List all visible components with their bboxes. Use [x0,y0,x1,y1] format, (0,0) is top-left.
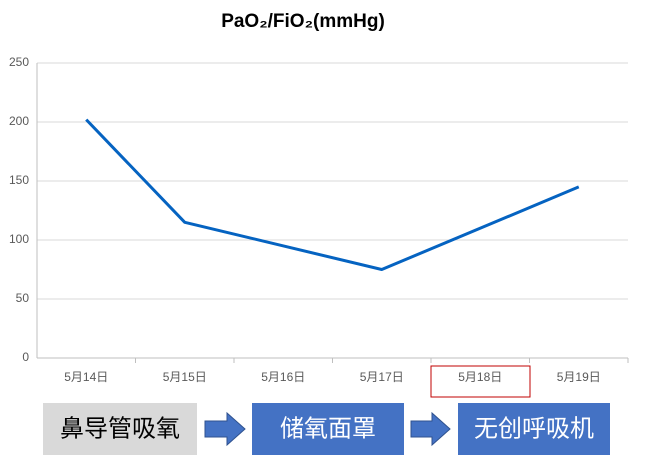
arrow [204,411,246,447]
data-line [85,118,580,271]
highlight-box [430,365,531,398]
y-tick-label: 100 [9,232,29,246]
x-tick-label: 5月17日 [360,370,404,384]
x-tick-label: 5月14日 [64,370,108,384]
y-tick-label: 250 [9,55,29,69]
x-tick-label: 5月15日 [163,370,207,384]
x-tick-label: 5月16日 [261,370,305,384]
arrow [410,411,451,447]
stage-box [252,403,404,455]
stage-box [458,403,610,455]
y-tick-label: 200 [9,114,29,128]
x-tick-label: 5月19日 [557,370,601,384]
chart-title: PaO₂/FiO₂(mmHg) [221,11,385,32]
stage-label: 无创呼吸机 [474,415,594,442]
y-tick-label: 150 [9,173,29,187]
x-tick-label: 5月18日 [458,370,502,384]
stage-box [43,403,197,455]
y-tick-label: 50 [16,291,30,305]
y-tick-label: 0 [22,350,29,364]
stage-label: 储氧面罩 [280,415,376,442]
stage-label: 鼻导管吸氧 [60,415,180,442]
